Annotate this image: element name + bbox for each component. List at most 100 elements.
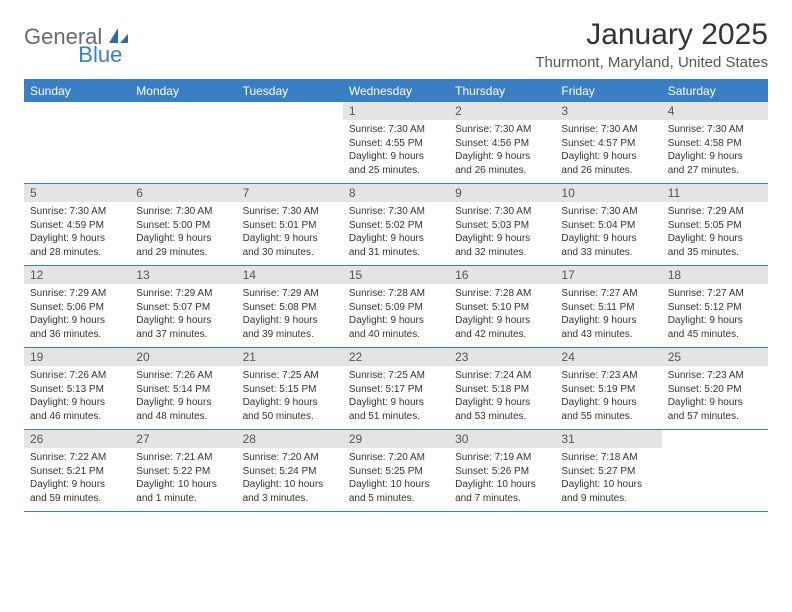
sunset-text: Sunset: 5:15 PM: [243, 383, 337, 397]
sunset-text: Sunset: 5:22 PM: [136, 465, 230, 479]
day-number-cell: 31: [555, 430, 661, 449]
sunset-text: Sunset: 4:59 PM: [30, 219, 124, 233]
daylight-text-2: and 36 minutes.: [30, 328, 124, 342]
day-detail-cell: Sunrise: 7:23 AMSunset: 5:19 PMDaylight:…: [555, 366, 661, 430]
location-text: Thurmont, Maryland, United States: [535, 54, 768, 71]
sunrise-text: Sunrise: 7:23 AM: [561, 369, 655, 383]
sunrise-text: Sunrise: 7:30 AM: [136, 205, 230, 219]
daylight-text-2: and 3 minutes.: [243, 492, 337, 506]
day-number-cell: 7: [237, 184, 343, 203]
daylight-text-2: and 5 minutes.: [349, 492, 443, 506]
daylight-text-2: and 48 minutes.: [136, 410, 230, 424]
sunset-text: Sunset: 5:06 PM: [30, 301, 124, 315]
daylight-text-1: Daylight: 10 hours: [455, 478, 549, 492]
daylight-text-2: and 46 minutes.: [30, 410, 124, 424]
daylight-text-2: and 33 minutes.: [561, 246, 655, 260]
daylight-text-1: Daylight: 9 hours: [349, 314, 443, 328]
detail-row: Sunrise: 7:26 AMSunset: 5:13 PMDaylight:…: [24, 366, 768, 430]
sunset-text: Sunset: 5:05 PM: [668, 219, 762, 233]
daylight-text-2: and 26 minutes.: [455, 164, 549, 178]
sunset-text: Sunset: 4:56 PM: [455, 137, 549, 151]
daylight-text-2: and 1 minute.: [136, 492, 230, 506]
day-number-cell: [237, 102, 343, 120]
day-detail-cell: Sunrise: 7:20 AMSunset: 5:24 PMDaylight:…: [237, 448, 343, 512]
daylight-text-2: and 7 minutes.: [455, 492, 549, 506]
day-detail-cell: Sunrise: 7:29 AMSunset: 5:07 PMDaylight:…: [130, 284, 236, 348]
sunrise-text: Sunrise: 7:26 AM: [136, 369, 230, 383]
sunrise-text: Sunrise: 7:30 AM: [349, 205, 443, 219]
sunrise-text: Sunrise: 7:30 AM: [561, 205, 655, 219]
sunrise-text: Sunrise: 7:29 AM: [30, 287, 124, 301]
day-number-cell: 19: [24, 348, 130, 367]
detail-row: Sunrise: 7:22 AMSunset: 5:21 PMDaylight:…: [24, 448, 768, 512]
sunset-text: Sunset: 5:04 PM: [561, 219, 655, 233]
sunrise-text: Sunrise: 7:20 AM: [243, 451, 337, 465]
day-detail-cell: Sunrise: 7:18 AMSunset: 5:27 PMDaylight:…: [555, 448, 661, 512]
daylight-text-2: and 53 minutes.: [455, 410, 549, 424]
day-number-cell: 10: [555, 184, 661, 203]
day-detail-cell: [24, 120, 130, 184]
sunrise-text: Sunrise: 7:26 AM: [30, 369, 124, 383]
sunrise-text: Sunrise: 7:20 AM: [349, 451, 443, 465]
title-block: January 2025 Thurmont, Maryland, United …: [535, 18, 768, 71]
day-number-cell: 13: [130, 266, 236, 285]
sunset-text: Sunset: 4:57 PM: [561, 137, 655, 151]
day-detail-cell: Sunrise: 7:29 AMSunset: 5:06 PMDaylight:…: [24, 284, 130, 348]
daylight-text-2: and 59 minutes.: [30, 492, 124, 506]
day-detail-cell: [130, 120, 236, 184]
day-detail-cell: [662, 448, 768, 512]
day-number-cell: 17: [555, 266, 661, 285]
day-number-cell: 14: [237, 266, 343, 285]
sunset-text: Sunset: 5:27 PM: [561, 465, 655, 479]
daylight-text-1: Daylight: 9 hours: [349, 232, 443, 246]
sunrise-text: Sunrise: 7:29 AM: [243, 287, 337, 301]
day-detail-cell: Sunrise: 7:27 AMSunset: 5:11 PMDaylight:…: [555, 284, 661, 348]
daylight-text-1: Daylight: 9 hours: [455, 396, 549, 410]
daylight-text-2: and 43 minutes.: [561, 328, 655, 342]
day-number-cell: 12: [24, 266, 130, 285]
daylight-text-1: Daylight: 9 hours: [30, 314, 124, 328]
daylight-text-2: and 25 minutes.: [349, 164, 443, 178]
day-number-cell: 28: [237, 430, 343, 449]
logo: General Blue: [24, 24, 176, 50]
day-detail-cell: [237, 120, 343, 184]
sunrise-text: Sunrise: 7:23 AM: [668, 369, 762, 383]
sunrise-text: Sunrise: 7:24 AM: [455, 369, 549, 383]
day-detail-cell: Sunrise: 7:19 AMSunset: 5:26 PMDaylight:…: [449, 448, 555, 512]
sunset-text: Sunset: 5:02 PM: [349, 219, 443, 233]
day-detail-cell: Sunrise: 7:24 AMSunset: 5:18 PMDaylight:…: [449, 366, 555, 430]
day-detail-cell: Sunrise: 7:22 AMSunset: 5:21 PMDaylight:…: [24, 448, 130, 512]
day-detail-cell: Sunrise: 7:23 AMSunset: 5:20 PMDaylight:…: [662, 366, 768, 430]
sunrise-text: Sunrise: 7:30 AM: [455, 205, 549, 219]
daylight-text-1: Daylight: 9 hours: [561, 150, 655, 164]
daynum-row: 567891011: [24, 184, 768, 203]
daynum-row: 1234: [24, 102, 768, 120]
daylight-text-1: Daylight: 9 hours: [136, 396, 230, 410]
daylight-text-1: Daylight: 9 hours: [243, 396, 337, 410]
weekday-header: Wednesday: [343, 80, 449, 103]
daylight-text-1: Daylight: 9 hours: [668, 314, 762, 328]
day-number-cell: [662, 430, 768, 449]
daylight-text-1: Daylight: 9 hours: [668, 150, 762, 164]
sunrise-text: Sunrise: 7:27 AM: [668, 287, 762, 301]
sunrise-text: Sunrise: 7:27 AM: [561, 287, 655, 301]
daylight-text-1: Daylight: 9 hours: [243, 314, 337, 328]
day-detail-cell: Sunrise: 7:28 AMSunset: 5:10 PMDaylight:…: [449, 284, 555, 348]
sunrise-text: Sunrise: 7:30 AM: [668, 123, 762, 137]
daylight-text-2: and 9 minutes.: [561, 492, 655, 506]
day-detail-cell: Sunrise: 7:29 AMSunset: 5:08 PMDaylight:…: [237, 284, 343, 348]
daylight-text-1: Daylight: 10 hours: [561, 478, 655, 492]
day-number-cell: 9: [449, 184, 555, 203]
day-number-cell: 25: [662, 348, 768, 367]
daylight-text-1: Daylight: 9 hours: [668, 396, 762, 410]
daylight-text-1: Daylight: 9 hours: [349, 396, 443, 410]
day-detail-cell: Sunrise: 7:28 AMSunset: 5:09 PMDaylight:…: [343, 284, 449, 348]
sunset-text: Sunset: 5:13 PM: [30, 383, 124, 397]
daylight-text-2: and 35 minutes.: [668, 246, 762, 260]
day-detail-cell: Sunrise: 7:30 AMSunset: 5:03 PMDaylight:…: [449, 202, 555, 266]
day-detail-cell: Sunrise: 7:30 AMSunset: 4:57 PMDaylight:…: [555, 120, 661, 184]
daylight-text-1: Daylight: 9 hours: [455, 150, 549, 164]
day-detail-cell: Sunrise: 7:21 AMSunset: 5:22 PMDaylight:…: [130, 448, 236, 512]
daylight-text-2: and 55 minutes.: [561, 410, 655, 424]
sunrise-text: Sunrise: 7:25 AM: [349, 369, 443, 383]
